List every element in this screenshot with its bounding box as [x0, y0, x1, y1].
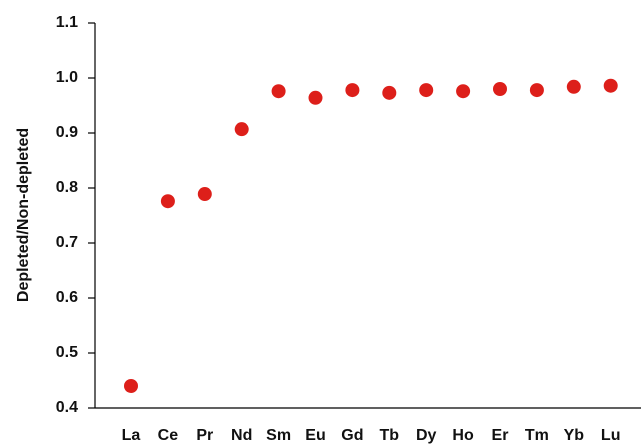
y-tick-label: 1.1	[56, 14, 78, 31]
x-tick-label: Lu	[601, 427, 621, 444]
data-point	[456, 84, 471, 99]
data-point	[603, 78, 618, 93]
y-tick-label: 0.5	[56, 344, 78, 361]
y-axis-label: Depleted/Non-depleted	[15, 128, 32, 302]
x-tick-label: Gd	[341, 427, 363, 444]
data-point	[529, 83, 544, 98]
x-tick-label: Eu	[305, 427, 325, 444]
x-tick-label: Er	[492, 427, 509, 444]
x-tick-label: Ho	[452, 427, 474, 444]
x-tick-label: Nd	[231, 427, 252, 444]
x-tick-label: Dy	[416, 427, 437, 444]
x-tick-label: Pr	[196, 427, 213, 444]
x-tick-label: Sm	[266, 427, 291, 444]
data-point	[382, 85, 397, 100]
y-tick-label: 0.8	[56, 179, 78, 196]
data-point	[234, 122, 249, 137]
data-point	[124, 379, 138, 393]
y-tick-label: 0.6	[56, 289, 78, 306]
data-point	[160, 194, 175, 209]
x-tick-label: Tb	[380, 427, 400, 444]
data-point	[271, 84, 286, 99]
y-tick-label: 1.0	[56, 69, 78, 86]
x-tick-label: Ce	[158, 427, 179, 444]
x-tick-label: La	[122, 427, 141, 444]
data-point	[566, 79, 581, 94]
y-tick-label: 0.4	[56, 399, 78, 416]
x-tick-label: Tm	[525, 427, 549, 444]
data-point	[345, 83, 360, 98]
data-point	[419, 83, 434, 98]
x-tick-label: Yb	[564, 427, 585, 444]
data-point	[197, 187, 212, 202]
data-point	[308, 90, 323, 105]
data-point	[493, 82, 507, 96]
y-tick-label: 0.7	[56, 234, 78, 251]
y-tick-label: 0.9	[56, 124, 78, 141]
